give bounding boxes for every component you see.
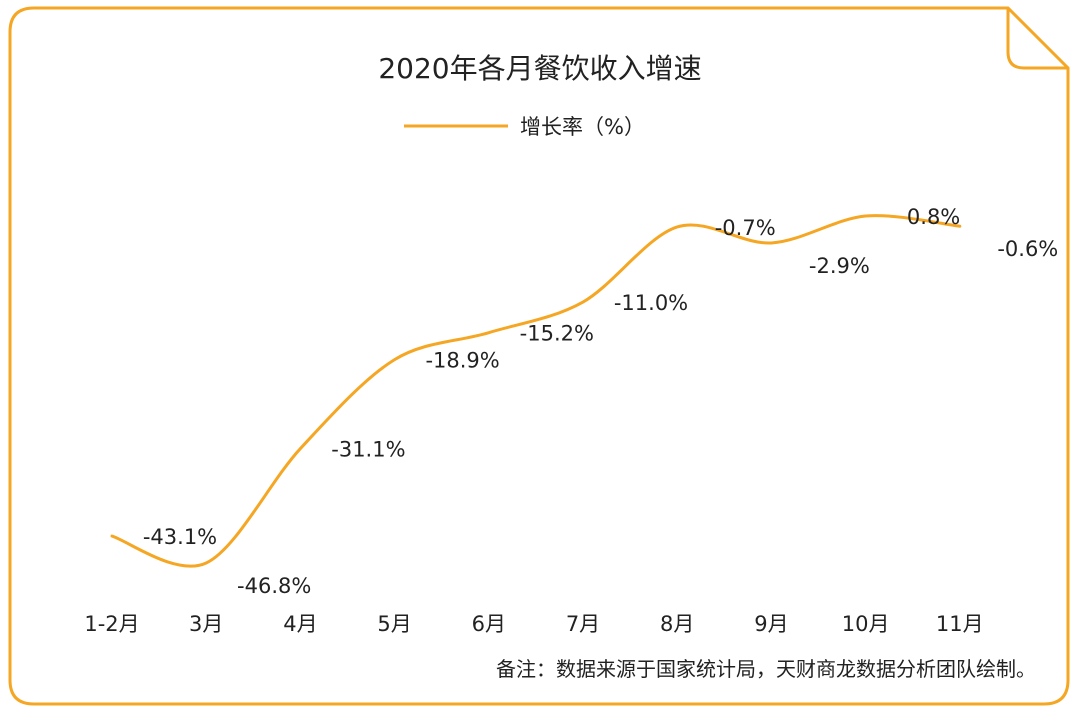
x-tick-label: 10月 bbox=[842, 612, 890, 636]
footnote: 备注：数据来源于国家统计局，天财商龙数据分析团队绘制。 bbox=[496, 657, 1036, 681]
chart-title: 2020年各月餐饮收入增速 bbox=[378, 52, 701, 85]
data-label: -11.0% bbox=[614, 291, 688, 315]
data-labels: -43.1% -46.8% -31.1% -18.9% -15.2% -11.0% -0.7… bbox=[143, 205, 1058, 598]
x-tick-label: 6月 bbox=[472, 612, 506, 636]
data-label: -15.2% bbox=[520, 322, 594, 346]
x-tick-label: 8月 bbox=[660, 612, 694, 636]
x-tick-label: 5月 bbox=[377, 612, 411, 636]
data-label: -18.9% bbox=[425, 349, 499, 373]
data-label: 0.8% bbox=[907, 205, 960, 229]
series-line bbox=[110, 214, 962, 568]
x-tick-label: 9月 bbox=[754, 612, 788, 636]
x-tick-label: 3月 bbox=[189, 612, 223, 636]
data-label: -31.1% bbox=[331, 438, 405, 462]
data-label: -43.1% bbox=[143, 525, 217, 549]
data-label: -46.8% bbox=[237, 574, 311, 598]
data-label: -0.6% bbox=[997, 237, 1058, 261]
x-tick-label: 1-2月 bbox=[84, 612, 139, 636]
x-axis-ticks: 1-2月 3月 4月 5月 6月 7月 8月 9月 10月 11月 bbox=[84, 612, 983, 636]
x-tick-label: 4月 bbox=[283, 612, 317, 636]
legend-label: 增长率（%） bbox=[520, 115, 645, 139]
chart-frame bbox=[8, 6, 1070, 706]
x-tick-label: 11月 bbox=[936, 612, 984, 636]
data-label: -2.9% bbox=[809, 254, 870, 278]
legend: 增长率（%） bbox=[404, 115, 645, 139]
data-label: -0.7% bbox=[715, 216, 776, 240]
folded-corner bbox=[1006, 8, 1068, 70]
x-tick-label: 7月 bbox=[566, 612, 600, 636]
